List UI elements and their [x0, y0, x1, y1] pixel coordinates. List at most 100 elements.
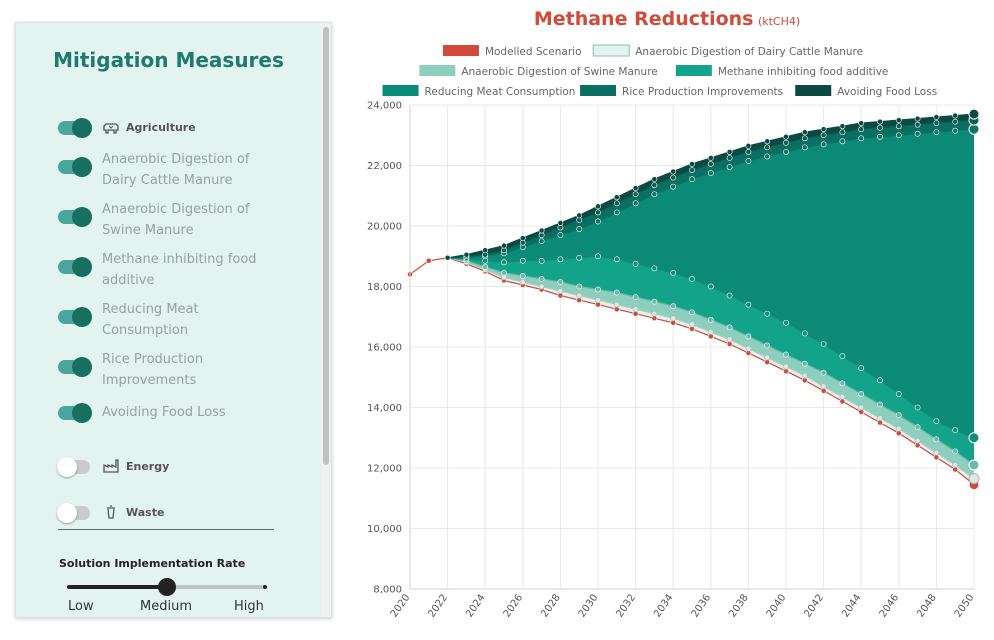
legend-swatch [419, 65, 456, 76]
data-point [576, 292, 583, 299]
data-point [632, 191, 639, 198]
x-tick-label: 2046 [878, 592, 902, 619]
legend-label: Methane inhibiting food additive [718, 66, 889, 78]
chart-areas [447, 114, 975, 485]
data-point [801, 129, 808, 136]
data-point [538, 276, 545, 282]
data-point [968, 108, 980, 120]
food-additive-label: Methane inhibiting food additive [102, 252, 257, 288]
x-tick-label: 2042 [802, 592, 826, 619]
swine-manure-toggle[interactable] [58, 207, 92, 227]
food-additive-toggle[interactable] [58, 257, 92, 277]
data-point [689, 309, 695, 316]
data-point [595, 203, 601, 210]
data-point [745, 148, 752, 155]
data-point [576, 254, 583, 261]
data-point [914, 115, 921, 122]
data-point [952, 448, 959, 455]
data-point [595, 218, 601, 225]
dairy-manure-toggle[interactable] [58, 157, 92, 177]
chart-title-text: Methane Reductions [533, 8, 754, 30]
data-point [482, 247, 489, 254]
y-tick-label: 20,000 [367, 222, 402, 233]
data-point [519, 235, 526, 241]
data-point [820, 141, 827, 148]
data-point [519, 273, 526, 279]
data-point [613, 200, 620, 207]
data-point [707, 316, 714, 323]
factory-icon [103, 459, 119, 473]
data-point [613, 194, 620, 201]
data-point [858, 135, 865, 142]
data-point [501, 242, 507, 249]
data-point [632, 294, 639, 300]
data-point [764, 138, 771, 145]
data-point [670, 183, 677, 190]
rate-title: Solution Implementation Rate [59, 557, 246, 570]
data-point [877, 118, 883, 125]
mitigation-panel: Mitigation Measures Agriculture Anaerobi… [15, 22, 332, 618]
panel-scrollbar[interactable] [321, 23, 331, 617]
waste-toggle[interactable] [57, 503, 90, 523]
data-point [877, 124, 883, 131]
rice-production-toggle[interactable] [58, 357, 92, 377]
data-point [745, 158, 752, 164]
food-loss-toggle[interactable] [58, 403, 92, 423]
legend-swatch [592, 44, 630, 57]
energy-toggle[interactable] [57, 457, 90, 477]
data-point [745, 301, 752, 308]
data-point [707, 283, 714, 290]
data-point [425, 257, 432, 264]
agriculture-toggle[interactable] [58, 118, 92, 138]
data-point [670, 174, 677, 181]
data-point [707, 155, 714, 161]
data-point [839, 129, 846, 136]
data-point [670, 269, 677, 276]
data-point [726, 336, 733, 343]
data-point [783, 148, 789, 155]
panel-scroll-thumb[interactable] [323, 27, 329, 465]
data-point [613, 209, 620, 216]
y-tick-label: 18,000 [367, 282, 402, 293]
data-point [933, 418, 940, 425]
data-point [839, 380, 846, 387]
y-tick-label: 8,000 [373, 585, 402, 596]
legend-swatch [580, 85, 617, 96]
data-point [933, 114, 940, 120]
legend-label: Reducing Meat Consumption [425, 86, 576, 98]
data-point [801, 330, 808, 337]
chart-lines [407, 108, 980, 491]
rate-slider-handle[interactable] [158, 578, 176, 596]
data-point [632, 200, 639, 207]
cow-icon [103, 123, 119, 134]
data-point [764, 310, 771, 317]
y-tick-label: 14,000 [367, 403, 402, 414]
meat-consumption-toggle[interactable] [58, 307, 92, 327]
data-point [501, 259, 507, 266]
legend-label: Anaerobic Digestion of Swine Manure [461, 66, 657, 78]
data-point [895, 123, 902, 130]
y-tick-label: 24,000 [367, 101, 402, 112]
data-point [595, 286, 601, 293]
data-point [707, 328, 714, 335]
data-point [613, 256, 620, 263]
legend-label: Avoiding Food Loss [837, 86, 937, 98]
legend-swatch [675, 65, 712, 76]
data-point [783, 351, 789, 358]
data-point [632, 185, 639, 192]
data-point [689, 276, 695, 282]
data-point [933, 129, 940, 136]
x-tick-label: 2026 [502, 592, 526, 619]
area-rice-production-improvements [447, 120, 975, 258]
data-point [557, 256, 564, 263]
dairy-manure-label: Anaerobic Digestion of Dairy Cattle Manu… [102, 152, 250, 188]
swine-manure-label: Anaerobic Digestion of Swine Manure [102, 202, 250, 238]
area-methane-inhibiting-food-additive [447, 256, 975, 465]
legend-label: Modelled Scenario [485, 46, 582, 58]
legend-label: Rice Production Improvements [622, 86, 783, 98]
trash-icon [107, 505, 115, 519]
x-tick-label: 2020 [389, 592, 413, 619]
data-point [538, 283, 545, 290]
data-point [482, 263, 489, 270]
